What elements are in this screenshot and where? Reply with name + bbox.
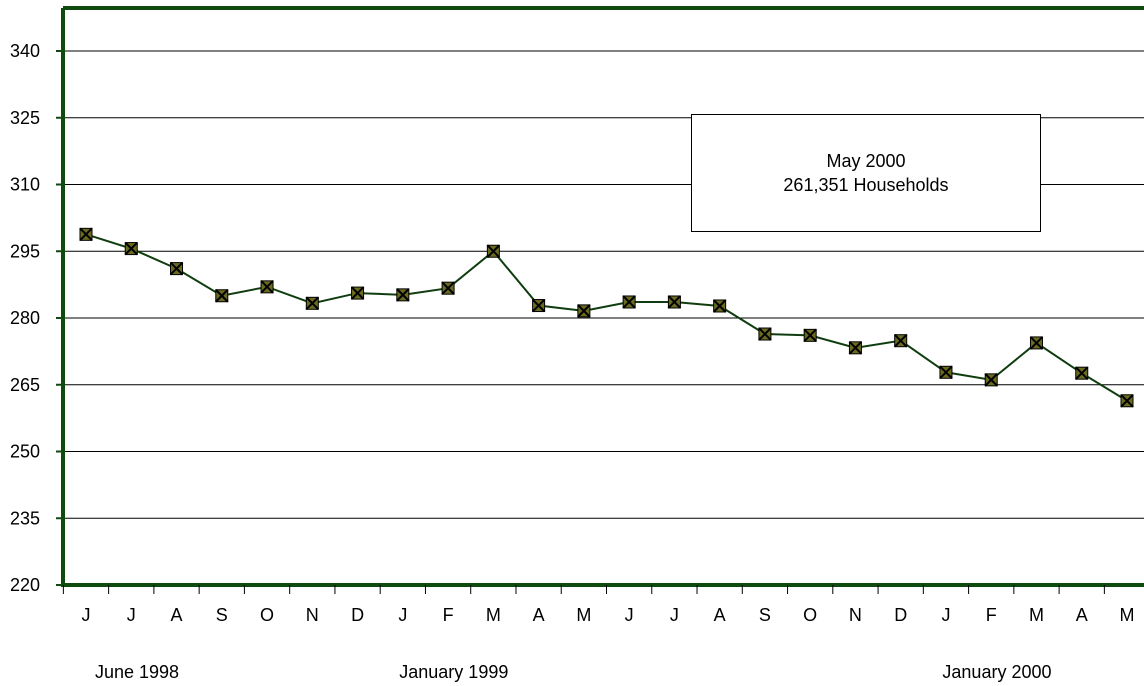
x-tick-label: S	[759, 605, 771, 625]
data-point	[984, 373, 998, 387]
x-tick-label: J	[941, 605, 950, 625]
x-tick-label: J	[127, 605, 136, 625]
x-tick-label: N	[849, 605, 862, 625]
data-point	[124, 241, 138, 256]
x-tick-label: N	[306, 605, 319, 625]
annotation-line-1: May 2000	[826, 151, 906, 171]
x-tick-label: J	[625, 605, 634, 625]
period-label: January 1999	[399, 662, 508, 682]
series-line	[85, 233, 1128, 402]
x-tick-label: S	[216, 605, 228, 625]
x-tick-label: M	[1029, 605, 1044, 625]
x-tick-label: A	[533, 605, 545, 625]
y-tick-label: 250	[10, 442, 40, 462]
data-point	[848, 341, 863, 355]
x-tick-label: F	[986, 605, 997, 625]
data-point	[1029, 336, 1044, 350]
y-tick-label: 280	[10, 308, 40, 328]
y-tick-label: 310	[10, 175, 40, 195]
data-point	[667, 295, 682, 309]
data-point	[169, 261, 184, 276]
x-tick-label: J	[670, 605, 679, 625]
data-point	[939, 365, 953, 379]
data-point	[803, 328, 817, 343]
data-point	[79, 227, 93, 242]
x-tick-label: A	[714, 605, 726, 625]
period-label: January 2000	[942, 662, 1051, 682]
y-tick-label: 340	[10, 41, 40, 61]
data-point	[305, 296, 320, 311]
y-tick-label: 295	[10, 241, 40, 261]
x-tick-label: M	[1120, 605, 1135, 625]
y-tick-label: 265	[10, 375, 40, 395]
y-tick-label: 220	[10, 575, 40, 595]
period-label: June 1998	[95, 662, 179, 682]
x-tick-label: M	[486, 605, 501, 625]
data-point	[758, 327, 772, 341]
data-point	[396, 288, 410, 302]
data-point	[260, 280, 274, 294]
y-tick-label: 235	[10, 508, 40, 528]
data-point	[712, 299, 727, 313]
x-tick-label: D	[351, 605, 364, 625]
x-tick-label: M	[576, 605, 591, 625]
data-point	[350, 286, 365, 300]
data-point	[577, 304, 591, 318]
data-point	[215, 289, 229, 303]
x-tick-label: F	[443, 605, 454, 625]
data-point	[893, 333, 908, 348]
data-point	[622, 295, 636, 309]
data-point	[441, 281, 455, 295]
x-tick-label: A	[171, 605, 183, 625]
x-tick-label: A	[1076, 605, 1088, 625]
y-tick-label: 325	[10, 108, 40, 128]
x-tick-label: O	[803, 605, 817, 625]
x-tick-label: D	[894, 605, 907, 625]
data-point	[1075, 366, 1089, 380]
annotation-line-2: 261,351 Households	[783, 175, 949, 195]
x-tick-label: J	[398, 605, 407, 625]
x-tick-label: O	[260, 605, 274, 625]
data-point	[486, 244, 501, 258]
x-tick-label: J	[82, 605, 91, 625]
data-point	[531, 298, 546, 313]
data-point	[1120, 394, 1134, 408]
annotation-box: May 2000 261,351 Households	[691, 114, 1041, 232]
